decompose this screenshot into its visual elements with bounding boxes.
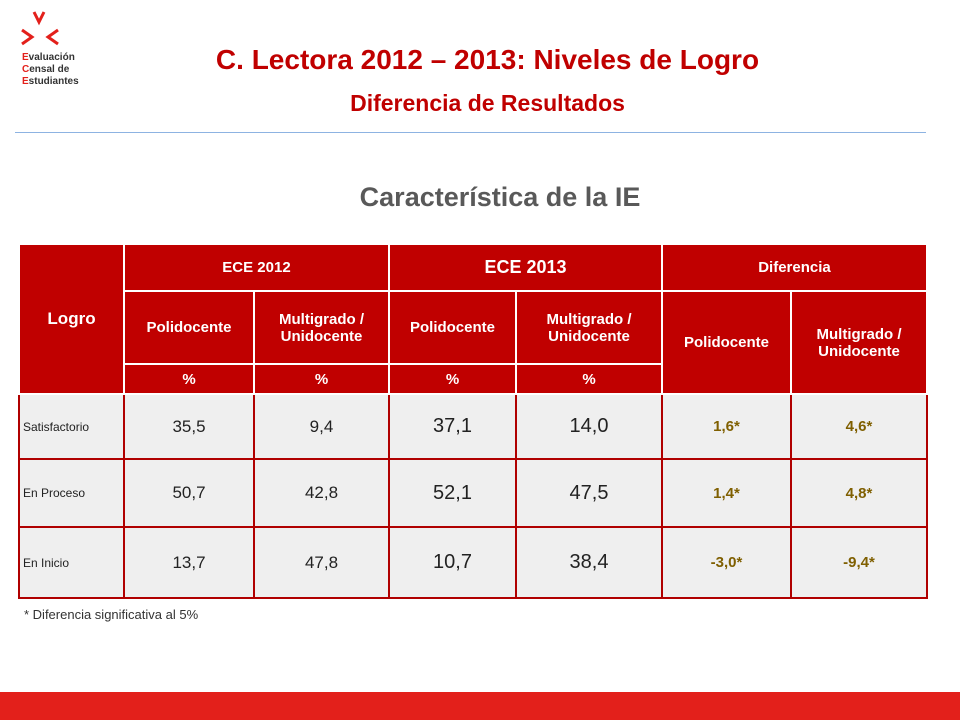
table-cell: ECE 2012 — [123, 243, 390, 292]
table-cell: Multigrado / Unidocente — [253, 290, 390, 365]
section-title: Característica de la IE — [359, 182, 641, 212]
table-cell: 13,7 — [123, 526, 255, 599]
footer-bar — [0, 692, 960, 720]
table-cell: Multigrado / Unidocente — [515, 290, 663, 365]
table-row: %%%% — [19, 363, 927, 395]
table-cell: -9,4* — [790, 526, 928, 599]
table-cell: 10,7 — [388, 526, 517, 599]
results-table: Logro ECE 2012 ECE 2013 Diferencia Polidocen… — [18, 243, 928, 599]
table-cell: 47,5 — [515, 458, 663, 528]
title: C. Lectora 2012 – 2013: Niveles de Logro — [215, 44, 760, 75]
logo-lt — [45, 28, 59, 46]
table-cell: En Proceso — [18, 458, 125, 528]
logo-line: Evaluación — [22, 52, 75, 63]
table-cell: 14,0 — [515, 393, 663, 460]
table-cell: Polidocente — [388, 290, 517, 365]
table-cell: 4,6* — [790, 393, 928, 460]
table-cell: Multigrado / Unidocente — [790, 290, 928, 395]
table-cell: 35,5 — [123, 393, 255, 460]
table-cell: 50,7 — [123, 458, 255, 528]
logo-line: Censal de — [22, 64, 70, 75]
table-cell: 1,4* — [661, 458, 792, 528]
table-row: Polidocente Multigrado / Unidocente Polido… — [19, 290, 928, 395]
divider — [15, 132, 926, 133]
table-cell: % — [253, 363, 390, 395]
table-cell: 42,8 — [253, 458, 390, 528]
table-cell: En Inicio — [18, 526, 125, 599]
table-row: Satisfactorio 35,5 9,4 37,1 14,0 1,6* 4,6* — [18, 393, 928, 460]
table-cell: 1,6* — [661, 393, 792, 460]
table-row: En Proceso 50,7 42,8 52,1 47,5 1,4* 4,8* — [18, 458, 928, 528]
table-cell: ECE 2013 — [388, 243, 663, 292]
table-row: En Inicio 13,7 47,8 10,7 38,4 -3,0* -9,4* — [18, 526, 928, 599]
table-cell: -3,0* — [661, 526, 792, 599]
subtitle: Diferencia de Resultados — [350, 90, 625, 116]
table-cell: Satisfactorio — [18, 393, 125, 460]
logo-icon — [21, 11, 59, 46]
table-cell: 38,4 — [515, 526, 663, 599]
table-cell: 4,8* — [790, 458, 928, 528]
table-cell: Polidocente — [661, 290, 792, 395]
logo-line: Estudiantes — [22, 76, 79, 87]
table-cell: Polidocente — [123, 290, 255, 365]
logo-v — [32, 11, 46, 26]
table-cell: 37,1 — [388, 393, 517, 460]
table-cell: % — [515, 363, 663, 395]
table-cell: Diferencia — [661, 243, 928, 292]
table-cell: % — [388, 363, 517, 395]
footnote: * Diferencia significativa al 5% — [24, 607, 199, 622]
table-cell: 47,8 — [253, 526, 390, 599]
table-row: Logro ECE 2012 ECE 2013 Diferencia — [18, 243, 928, 395]
table-cell: % — [123, 363, 255, 395]
table-cell: Logro — [18, 243, 125, 395]
table-cell: 9,4 — [253, 393, 390, 460]
logo-gt — [21, 28, 35, 46]
table-cell: 52,1 — [388, 458, 517, 528]
logo-text: Evaluación Censal de Estudiantes — [22, 52, 79, 88]
